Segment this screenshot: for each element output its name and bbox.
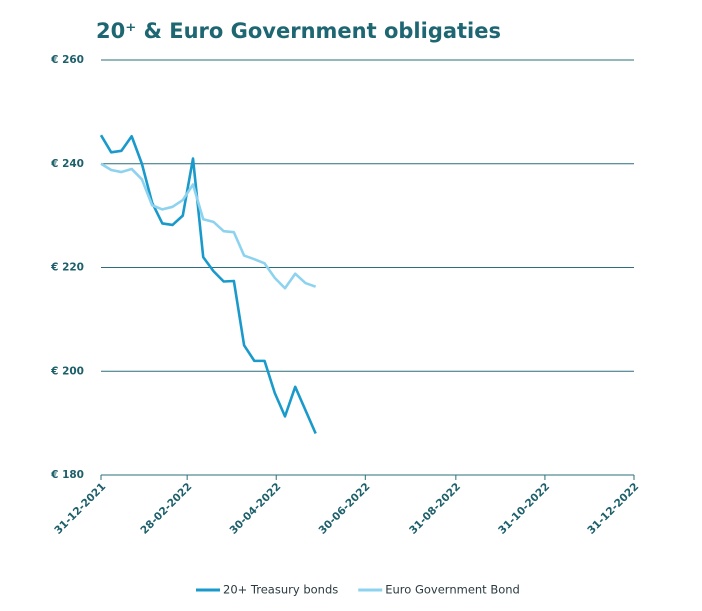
x-tick-label: 31-10-2022 (496, 481, 552, 537)
x-tick-label: 30-04-2022 (227, 481, 283, 537)
y-tick-label: € 200 (50, 365, 84, 377)
y-tick-label: € 240 (50, 158, 84, 170)
legend-label: 20+ Treasury bonds (223, 583, 338, 597)
legend-label: Euro Government Bond (385, 583, 520, 597)
x-tick-label: 31-12-2022 (585, 481, 641, 537)
series-line (100, 162, 317, 290)
chart-title: 20⁺ & Euro Government obligaties (96, 19, 501, 43)
x-tick-label: 31-12-2021 (52, 481, 108, 537)
series-line (99, 134, 317, 435)
x-tick-label: 28-02-2022 (138, 481, 194, 537)
y-tick-label: € 220 (50, 262, 84, 274)
y-tick-label: € 260 (50, 54, 84, 66)
y-tick-label: € 180 (50, 469, 84, 481)
x-tick-label: 31-08-2022 (407, 481, 463, 537)
x-tick-label: 30-06-2022 (317, 481, 373, 537)
